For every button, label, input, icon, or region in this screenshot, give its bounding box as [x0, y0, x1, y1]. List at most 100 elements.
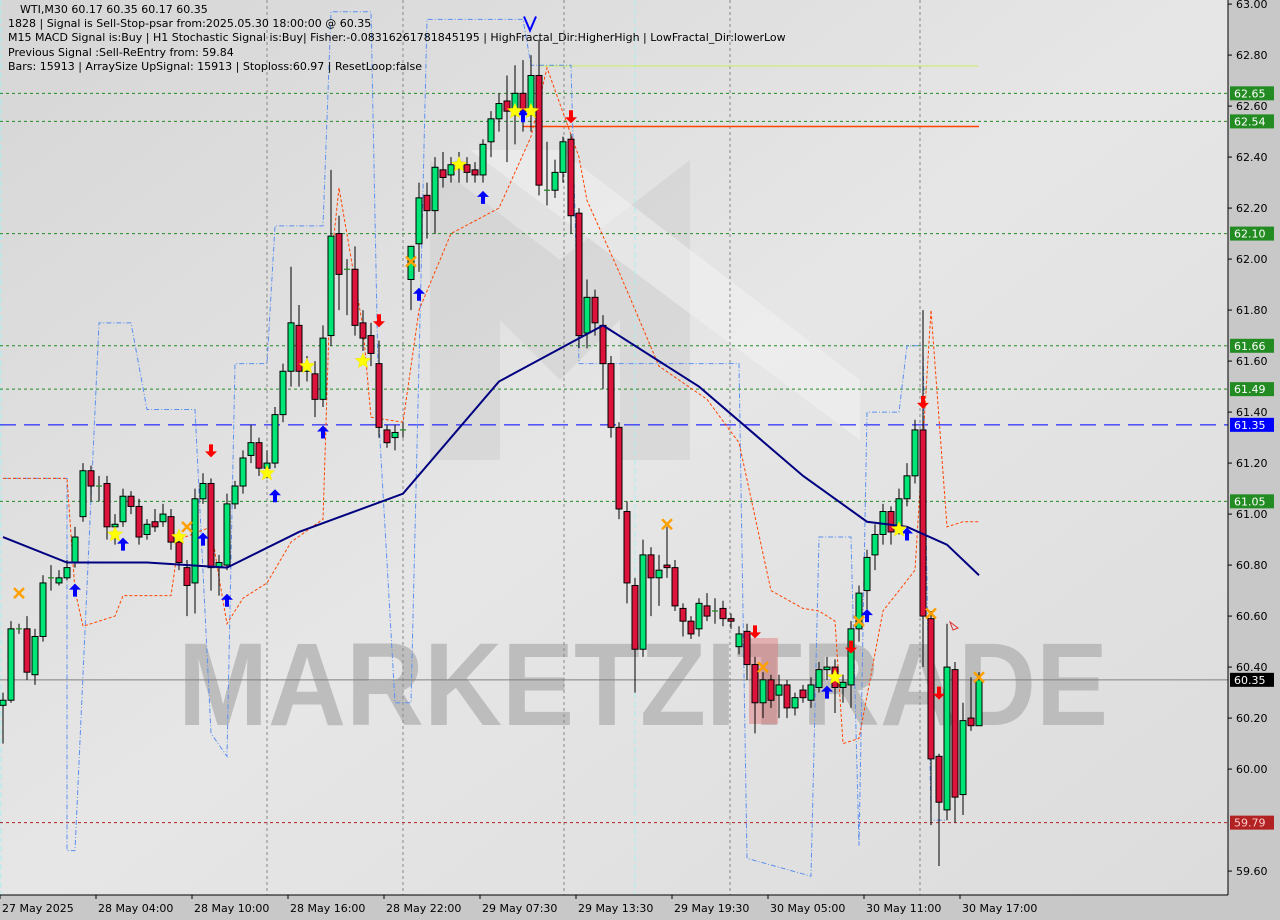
price-level-badge	[1230, 338, 1274, 353]
candle-body	[383, 429, 391, 444]
sell-arrow-icon	[565, 110, 577, 124]
symbol-ohlc-line: WTI,M30 60.17 60.35 60.17 60.35	[20, 3, 208, 16]
sell-arrow-icon	[845, 640, 857, 654]
candle	[751, 656, 759, 734]
candle	[799, 684, 807, 703]
candle	[647, 547, 655, 617]
candle	[823, 656, 831, 680]
candle-body	[959, 720, 967, 796]
candle	[703, 593, 711, 622]
candle-body	[423, 194, 431, 212]
candle-body	[807, 684, 815, 701]
star-signal-icon	[354, 352, 372, 369]
price-level-badge	[1230, 815, 1274, 830]
sell-arrow-icon	[205, 444, 217, 458]
candle	[791, 692, 799, 716]
candle-body	[567, 138, 575, 217]
candle-body	[319, 337, 327, 400]
star-signal-icon	[890, 520, 908, 537]
candle-body	[535, 74, 543, 186]
candle-body	[775, 684, 783, 696]
candle	[927, 610, 935, 826]
price-level-badge	[1230, 417, 1274, 432]
candle	[271, 406, 279, 469]
candle	[839, 674, 847, 703]
candle	[503, 75, 511, 163]
candle	[167, 508, 175, 550]
candle	[447, 157, 455, 183]
price-level-badge	[1230, 672, 1274, 687]
time-tick-label: 29 May 13:30	[578, 902, 653, 915]
candle	[23, 616, 31, 680]
star-signal-icon	[506, 102, 524, 119]
candle	[439, 151, 447, 188]
time-tick-label: 29 May 07:30	[482, 902, 557, 915]
exit-cross-icon	[181, 520, 193, 533]
candle	[48, 565, 54, 591]
candle-body	[887, 511, 895, 533]
price-level-label: 61.49	[1234, 383, 1266, 396]
candle-body	[495, 103, 503, 120]
candle	[31, 628, 39, 685]
candle	[535, 39, 543, 196]
candle-body	[231, 485, 239, 505]
sell-arrow-icon	[933, 686, 945, 700]
candle-body	[615, 426, 623, 510]
candle-body	[79, 470, 87, 518]
buy-arrow-icon	[317, 425, 329, 439]
candle-body	[735, 633, 743, 648]
candle	[959, 702, 967, 815]
candle	[623, 501, 631, 604]
candle	[855, 585, 863, 642]
exit-cross-icon	[661, 518, 673, 531]
exit-cross-icon	[853, 615, 865, 628]
candle-body	[767, 679, 775, 701]
candle	[951, 661, 959, 823]
candle	[551, 159, 559, 198]
candle	[575, 208, 583, 349]
time-tick-label: 30 May 11:00	[866, 902, 941, 915]
candle	[567, 134, 575, 234]
candle	[255, 437, 263, 476]
price-level-label: 61.66	[1234, 340, 1266, 353]
candle	[295, 304, 303, 387]
candle	[743, 623, 751, 680]
star-signal-icon	[522, 102, 540, 119]
candle	[783, 679, 791, 719]
candle-body	[335, 233, 343, 275]
candle-body	[135, 505, 143, 538]
buy-arrow-icon	[197, 532, 209, 546]
candle	[943, 623, 951, 821]
price-level-label: 62.10	[1234, 228, 1266, 241]
candle	[919, 310, 927, 668]
candle	[903, 463, 911, 507]
candle	[55, 570, 63, 586]
candle-body	[583, 296, 591, 334]
candle	[119, 488, 127, 527]
buy-arrow-icon	[477, 190, 489, 204]
candle	[191, 488, 199, 614]
candle-body	[351, 268, 359, 326]
candle-body	[679, 607, 687, 622]
candle	[679, 603, 687, 637]
candle	[87, 465, 95, 502]
candle	[151, 508, 159, 532]
candle	[759, 672, 767, 719]
price-tick-label: 61.40	[1236, 406, 1268, 419]
candle	[712, 598, 718, 624]
candle-body	[311, 373, 319, 400]
candle	[607, 355, 615, 438]
candle-body	[415, 197, 423, 245]
candle-body	[623, 511, 631, 584]
sell-arrow-icon	[373, 314, 385, 328]
price-level-label: 62.65	[1234, 87, 1266, 100]
candle	[135, 498, 143, 545]
bars-status-line: Bars: 15913 | ArraySize UpSignal: 15913 …	[8, 59, 422, 73]
candle	[183, 559, 191, 617]
candle-body	[487, 118, 495, 143]
candle-body	[287, 322, 295, 372]
price-level-label: 59.79	[1234, 817, 1266, 830]
candle-body	[375, 363, 383, 428]
candle	[0, 692, 7, 744]
